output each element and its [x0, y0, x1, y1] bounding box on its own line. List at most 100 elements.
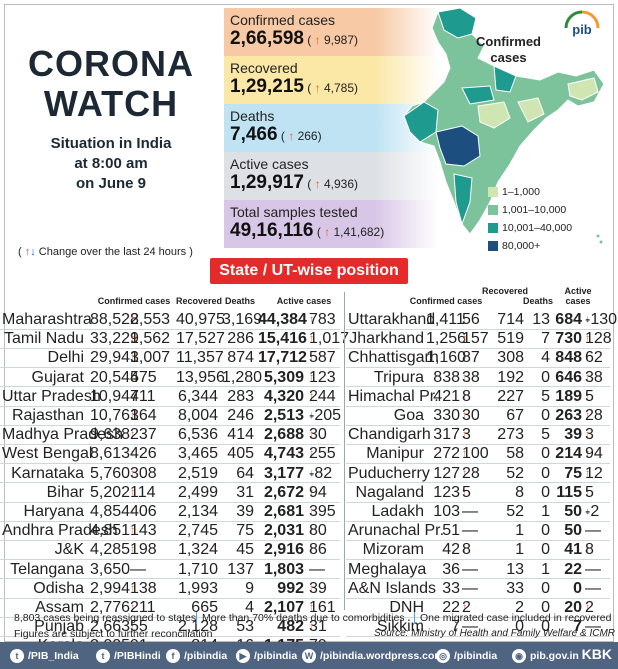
up-arrow-icon: ↑	[309, 429, 314, 441]
up-arrow-icon: ↑	[130, 410, 135, 421]
active-cases: 189	[555, 387, 582, 405]
active-cases: 2,513	[263, 407, 304, 424]
social-link[interactable]: t/PIBHindi	[96, 649, 161, 663]
deaths-count: 1	[541, 503, 550, 520]
table-row: Tripura 838 ↑ 38 192 0 646 ↑ 38	[346, 368, 614, 387]
confirmed-cases: 272	[433, 445, 460, 463]
state-name: Assam	[35, 599, 84, 616]
down-arrow-icon: ↓	[309, 410, 314, 421]
row-separator	[346, 443, 610, 445]
title-line-2: WATCH	[43, 83, 179, 124]
deaths-count: 0	[541, 522, 550, 540]
social-link[interactable]: t/PIB_India	[10, 649, 79, 663]
active-change-value: 94	[585, 445, 603, 463]
stat-card: Total samples tested 49,16,116 ( ↑ 1,41,6…	[224, 200, 439, 248]
up-arrow-icon: ↑	[309, 621, 314, 633]
legend-label: 1–1,000	[502, 186, 540, 198]
social-link[interactable]: ▶ /pibindia	[236, 649, 297, 663]
stat-label: Deaths	[230, 108, 275, 124]
footnote-source: Source: Ministry of Health and Family We…	[374, 628, 616, 639]
social-link[interactable]: ◎ /pibindia	[436, 649, 497, 663]
recovered-count: 227	[497, 387, 524, 405]
social-link[interactable]: W/pibindia.wordpress.com	[302, 649, 444, 663]
active-cases: 17,712	[258, 349, 307, 367]
table-row: Goa 330 ↑ 30 67 0 263 ↑ 28	[346, 406, 614, 425]
table-row: Himachal Pr. 421 ↑ 8 227 5 189 ↑ 5	[346, 387, 614, 406]
up-arrow-icon: ↑	[585, 410, 590, 421]
social-label: /pibindia	[454, 649, 498, 662]
up-arrow-icon: ↑	[585, 467, 590, 479]
table-row: Andhra Pradesh 4,851 ↑ 143 2,745 75 2,031 ↑ 80	[0, 521, 344, 540]
infographic-frame	[4, 4, 614, 642]
row-separator	[0, 347, 340, 349]
active-cases: 20	[564, 599, 582, 616]
up-arrow-icon: ↑	[130, 333, 135, 345]
confirmed-cases: 1,411	[426, 311, 465, 328]
up-arrow-icon: ↑	[130, 506, 135, 517]
confirmed-change-value: —	[462, 503, 478, 520]
active-change-value: 28	[585, 407, 603, 424]
social-footer: KBK t/PIB_India t/PIBHindi f/pibindia ▶/pib…	[0, 642, 618, 669]
recovered-count: 67	[506, 407, 524, 424]
confirmed-cases: 51	[442, 522, 460, 540]
up-arrow-icon: ↑	[309, 371, 314, 383]
active-change-value: 128	[585, 330, 612, 348]
deaths-count: 286	[227, 330, 254, 348]
active-cases: 2,107	[263, 599, 304, 616]
recovered-count: 2,499	[177, 483, 218, 501]
state-name: Sikkim	[376, 618, 424, 636]
recovered-count: 1	[515, 522, 524, 540]
state-name: Rajasthan	[11, 407, 84, 424]
active-change-value: —	[585, 618, 601, 636]
table-row: Maharashtra 88,528 ↑ 2,553 40,975 3,169 44,38…	[0, 310, 344, 329]
active-cases: 41	[564, 541, 582, 559]
recovered-count: 6,344	[177, 387, 218, 405]
table-row: DNH 22 ↑ 2 2 0 20 ↑ 2	[346, 598, 614, 617]
confirmed-change-value: —	[462, 560, 478, 578]
social-link[interactable]: f/pibindia	[166, 649, 227, 663]
state-name: Haryana	[23, 503, 84, 520]
table-row: Odisha 2,994 ↑ 138 1,993 9 992 ↑ 39	[0, 579, 344, 598]
down-arrow-icon: ↓	[309, 467, 314, 479]
social-label: /pibindia.wordpress.com	[320, 649, 444, 662]
left-header-active: Active cases	[276, 296, 332, 306]
deaths-count: 0	[541, 541, 550, 559]
footnote-divider-2	[414, 612, 415, 624]
section-title: State / UT-wise position	[210, 258, 408, 284]
up-arrow-icon: ↑	[585, 448, 590, 460]
active-change-value: 3	[585, 426, 594, 444]
active-cases: 115	[556, 483, 582, 501]
right-header-active: Active cases	[564, 286, 592, 306]
recovered-count: 6,536	[177, 426, 218, 444]
table-row: Punjab 2,663 ↑ 55 2,128 53 482 ↑ 31	[0, 617, 344, 636]
social-link[interactable]: ◉ pib.gov.in	[512, 649, 579, 663]
active-cases: 263	[555, 407, 582, 424]
table-row: Meghalaya 36—13 1 22—	[346, 560, 614, 579]
row-separator	[346, 578, 610, 580]
active-change-value: -82	[309, 464, 333, 482]
stat-card: Confirmed cases 2,66,598 ( ↑ 9,987)	[224, 8, 439, 56]
deaths-count: 4	[541, 349, 550, 367]
row-separator	[346, 482, 610, 484]
confirmed-cases: 4,285	[90, 541, 131, 559]
stat-card: Deaths 7,466 ( ↑ 266)	[224, 104, 439, 152]
row-separator	[0, 443, 340, 445]
legend-swatch	[488, 223, 498, 233]
up-arrow-icon: ↑	[462, 448, 467, 460]
up-arrow-icon: ↑	[309, 525, 314, 537]
youtube-icon: ▶	[236, 649, 250, 663]
deaths-count: 4	[245, 599, 254, 616]
active-change-value: 5	[585, 387, 594, 405]
web-icon: ◉	[512, 649, 526, 663]
active-cases: 3,177	[263, 464, 304, 482]
active-cases: 44,384	[258, 311, 307, 328]
table-row: Chandigarh 317 ↑ 3 273 5 39 ↑ 3	[346, 425, 614, 444]
up-arrow-icon: ↑	[462, 371, 467, 383]
active-change-value: 244	[309, 387, 336, 405]
deaths-count: 414	[227, 426, 254, 444]
facebook-icon: f	[166, 649, 180, 663]
confirmed-change-value: —	[462, 579, 478, 597]
up-arrow-icon: ↑	[130, 467, 135, 479]
table-row: Delhi 29,943 ↑ 1,007 11,357 874 17,712 ↑ 587	[0, 348, 344, 367]
table-row: Puducherry 127 ↑ 28 52 0 75 ↑ 12	[346, 464, 614, 483]
